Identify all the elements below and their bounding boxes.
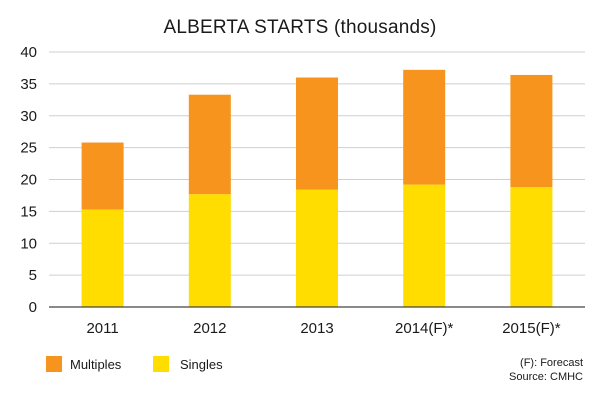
- y-tick-label: 5: [29, 267, 37, 284]
- x-category-label: 2013: [300, 320, 333, 337]
- y-tick-label: 35: [20, 76, 37, 93]
- x-category-label: 2012: [193, 320, 226, 337]
- legend-swatch-multiples: [46, 356, 62, 372]
- legend-label-singles: Singles: [180, 357, 223, 372]
- y-tick-label: 30: [20, 108, 37, 125]
- bar-multiples: [81, 142, 124, 210]
- legend-label-multiples: Multiples: [70, 357, 122, 372]
- y-tick-label: 15: [20, 203, 37, 220]
- y-axis-ticks: 0 5 10 15 20 25 30 35 40: [20, 44, 37, 316]
- bars: [81, 69, 553, 307]
- y-tick-label: 40: [20, 44, 37, 61]
- bar-singles: [81, 209, 124, 307]
- bar-multiples: [188, 94, 231, 195]
- legend: Multiples Singles: [46, 356, 223, 372]
- bar-singles: [403, 184, 446, 307]
- x-category-label: 2014(F)*: [395, 320, 454, 337]
- y-tick-label: 20: [20, 172, 37, 189]
- y-tick-label: 10: [20, 235, 37, 252]
- bar-singles: [510, 187, 553, 307]
- x-axis-categories: 2011 2012 2013 2014(F)* 2015(F)*: [86, 320, 560, 337]
- bar-singles: [296, 189, 338, 307]
- x-category-label: 2015(F)*: [502, 320, 561, 337]
- note-source: Source: CMHC: [509, 371, 583, 383]
- bar-multiples: [296, 77, 338, 190]
- y-tick-label: 0: [29, 299, 37, 316]
- chart-title: ALBERTA STARTS (thousands): [163, 17, 436, 38]
- bar-multiples: [403, 69, 446, 185]
- bar-singles: [188, 194, 231, 307]
- y-tick-label: 25: [20, 140, 37, 157]
- x-category-label: 2011: [86, 320, 118, 337]
- legend-swatch-singles: [153, 356, 169, 372]
- note-forecast: (F): Forecast: [520, 357, 583, 369]
- bar-multiples: [510, 74, 553, 188]
